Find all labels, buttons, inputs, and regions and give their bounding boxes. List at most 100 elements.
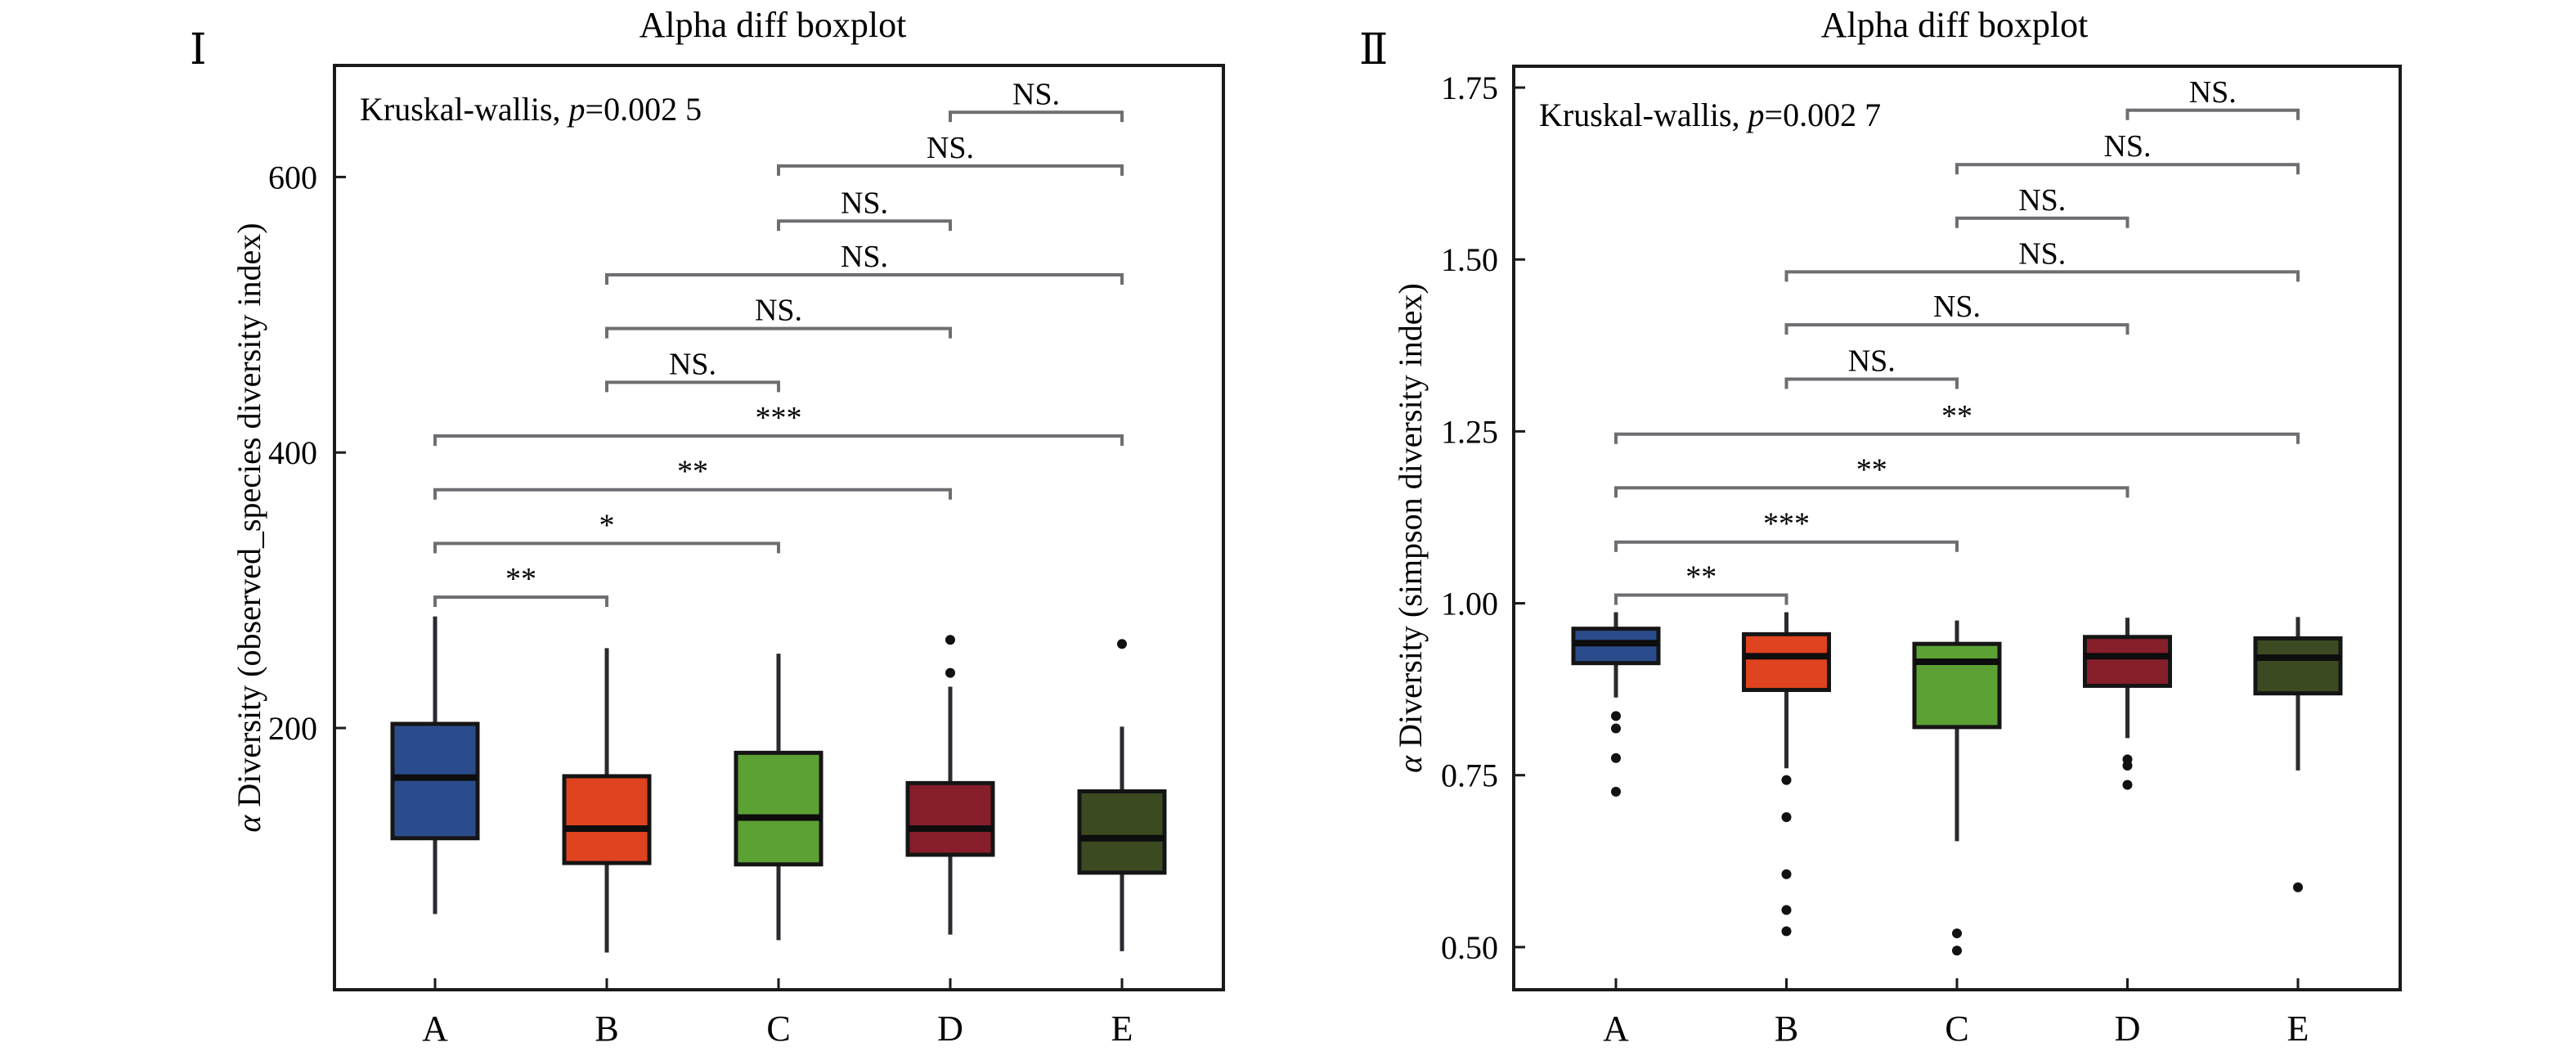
comparison-A-E: ***: [433, 401, 1124, 447]
significance-bracket: [777, 219, 952, 231]
outlier-point: [945, 635, 955, 645]
annotation-prefix: Kruskal-wallis,: [1539, 97, 1748, 133]
significance-label: NS.: [841, 240, 888, 274]
significance-label: NS.: [2103, 129, 2151, 164]
box-iqr: [734, 750, 824, 867]
y-tick-label: 0.75: [1441, 757, 1498, 794]
y-tick-label: 1.75: [1441, 70, 1498, 106]
comparison-B-E: NS.: [1784, 236, 2300, 282]
comparison-C-D: NS.: [1955, 183, 2129, 228]
significance-bracket: [605, 272, 1124, 285]
outlier-point: [1781, 775, 1792, 785]
x-tick-label: B: [595, 1009, 618, 1049]
significance-bracket: [2125, 108, 2300, 120]
outlier-point: [2122, 780, 2133, 790]
box-iqr: [905, 780, 995, 857]
box-iqr: [390, 721, 480, 841]
significance-bracket: [433, 488, 952, 500]
outlier-point: [1781, 926, 1792, 937]
comparison-D-E: NS.: [2125, 75, 2300, 120]
significance-bracket: [1784, 270, 2300, 282]
chart-title: Alpha diff boxplot: [640, 5, 907, 45]
significance-label: **: [1941, 399, 1972, 434]
annotation-p-value: =0.002 5: [586, 91, 702, 128]
significance-bracket: [605, 326, 952, 339]
x-tick-label: C: [1945, 1009, 1968, 1049]
significance-bracket: [605, 380, 780, 393]
box-A: [390, 616, 480, 914]
comparison-B-C: NS.: [605, 347, 780, 393]
outlier-point: [1611, 753, 1621, 763]
comparison-B-E: NS.: [605, 240, 1124, 285]
outlier-point: [2122, 760, 2133, 771]
chart-title: Alpha diff boxplot: [1821, 5, 2089, 45]
panel-2: Ⅱ Alpha diff boxplot Kruskal-wallis, p=0.0…: [1359, 5, 2402, 1049]
significance-bracket: [433, 595, 608, 608]
box-iqr: [1912, 641, 2002, 730]
y-axis-title-symbol: α: [231, 815, 267, 833]
comparison-C-E: NS.: [777, 131, 1124, 176]
significance-label: NS.: [1848, 344, 1896, 378]
comparison-B-C: NS.: [1784, 344, 1959, 389]
significance-label: NS.: [841, 186, 888, 220]
comparison-C-D: NS.: [777, 186, 952, 231]
significance-bracket: [433, 434, 1124, 447]
significance-label: NS.: [927, 131, 974, 165]
y-tick-label: 1.50: [1441, 241, 1498, 278]
y-tick-label: 200: [268, 710, 317, 747]
outlier-point: [945, 667, 955, 678]
significance-label: NS.: [669, 347, 716, 381]
comparison-C-E: NS.: [1955, 129, 2300, 175]
comparison-A-C: *: [433, 508, 780, 554]
comparison-B-D: NS.: [605, 294, 952, 339]
significance-label: NS.: [755, 294, 802, 328]
x-tick-label: E: [1111, 1009, 1133, 1049]
comparison-A-D: **: [433, 455, 952, 500]
y-tick-label: 600: [268, 159, 317, 195]
box-B: [562, 648, 652, 953]
annotation-prefix: Kruskal-wallis,: [360, 91, 569, 128]
kruskal-wallis-annotation: Kruskal-wallis, p=0.002 7: [1539, 97, 1881, 133]
annotation-p-value: =0.002 7: [1765, 97, 1882, 133]
significance-bracket: [1784, 323, 2129, 335]
significance-bracket: [949, 110, 1124, 123]
comparison-A-B: **: [1614, 559, 1788, 605]
significance-bracket: [1614, 432, 2300, 444]
comparison-A-C: ***: [1614, 507, 1959, 552]
significance-label: **: [677, 455, 708, 489]
box-iqr: [1742, 631, 1831, 692]
x-tick-label: B: [1775, 1009, 1798, 1049]
comparison-A-B: **: [433, 562, 608, 608]
y-axis-title-symbol: α: [1392, 755, 1429, 773]
outlier-point: [1952, 928, 1962, 939]
significance-label: NS.: [1012, 77, 1060, 111]
outlier-point: [1611, 786, 1621, 797]
y-axis-title: α Diversity (observed_species diversity …: [231, 222, 267, 832]
box-B: [1742, 612, 1831, 937]
comparison-A-E: **: [1614, 399, 2300, 444]
outlier-point: [1781, 905, 1792, 915]
comparison-D-E: NS.: [949, 77, 1124, 123]
significance-label: NS.: [2189, 75, 2237, 110]
significance-bracket: [1955, 216, 2129, 228]
x-tick-label: D: [937, 1009, 963, 1049]
outlier-point: [1781, 811, 1792, 822]
panel-label: Ⅰ: [190, 27, 207, 74]
panel-1: Ⅰ Alpha diff boxplot Kruskal-wallis, p=0.0…: [190, 5, 1225, 1049]
significance-label: *: [599, 508, 615, 542]
comparison-B-D: NS.: [1784, 290, 2129, 335]
box-D: [2083, 618, 2172, 790]
outlier-point: [1781, 869, 1792, 879]
y-axis-title-text: Diversity (simpson diversity index): [1392, 283, 1429, 756]
y-tick-label: 0.50: [1441, 929, 1498, 966]
significance-bracket: [1955, 163, 2300, 175]
x-tick-label: E: [2287, 1009, 2309, 1049]
significance-label: NS.: [2018, 183, 2066, 218]
outlier-point: [1117, 639, 1127, 649]
y-tick-label: 1.00: [1441, 586, 1498, 622]
box-E: [1077, 639, 1167, 951]
box-A: [1571, 612, 1661, 797]
comparison-A-D: **: [1614, 452, 2129, 498]
panel-label: Ⅱ: [1359, 27, 1388, 74]
significance-label: **: [1685, 559, 1717, 594]
